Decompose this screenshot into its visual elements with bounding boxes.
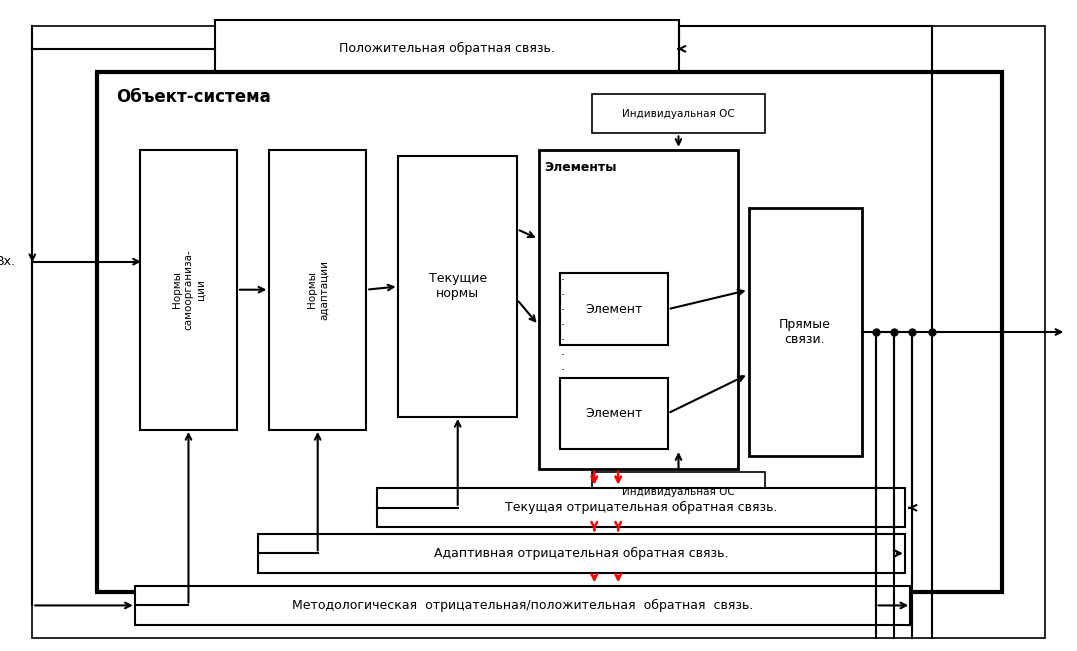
Text: Элемент: Элемент: [585, 303, 643, 316]
Text: Элемент: Элемент: [585, 407, 643, 420]
Bar: [258, 534, 905, 573]
Text: Объект-система: Объект-система: [116, 88, 271, 106]
Bar: [560, 273, 668, 345]
Text: Текущая отрицательная обратная связь.: Текущая отрицательная обратная связь.: [504, 501, 778, 514]
Text: Адаптивная отрицательная обратная связь.: Адаптивная отрицательная обратная связь.: [434, 547, 729, 560]
Bar: [398, 156, 517, 417]
Text: Нормы
самоорганиза-
ции: Нормы самоорганиза- ции: [172, 249, 205, 330]
Text: Элементы: Элементы: [544, 161, 616, 174]
Bar: [215, 20, 679, 78]
Bar: [135, 586, 910, 625]
Text: Методологическая  отрицательная/положительная  обратная  связь.: Методологическая отрицательная/положител…: [292, 599, 753, 612]
Text: ·
·
·
·
·
·
·: · · · · · · ·: [560, 273, 564, 377]
Bar: [97, 72, 1002, 592]
Bar: [592, 472, 765, 511]
Text: Индивидуальная ОС: Индивидуальная ОС: [623, 486, 735, 497]
Bar: [560, 378, 668, 449]
Text: Прямые
связи.: Прямые связи.: [779, 318, 831, 346]
Text: Положительная обратная связь.: Положительная обратная связь.: [339, 42, 555, 55]
Bar: [749, 208, 862, 456]
Text: Вх.: Вх.: [0, 255, 15, 268]
Bar: [377, 488, 905, 527]
Bar: [592, 94, 765, 133]
Text: Текущие
нормы: Текущие нормы: [429, 272, 487, 301]
Bar: [269, 150, 366, 430]
Text: Нормы
адаптации: Нормы адаптации: [307, 260, 328, 320]
Bar: [140, 150, 237, 430]
Text: Индивидуальная ОС: Индивидуальная ОС: [623, 109, 735, 119]
Bar: [538, 150, 738, 469]
